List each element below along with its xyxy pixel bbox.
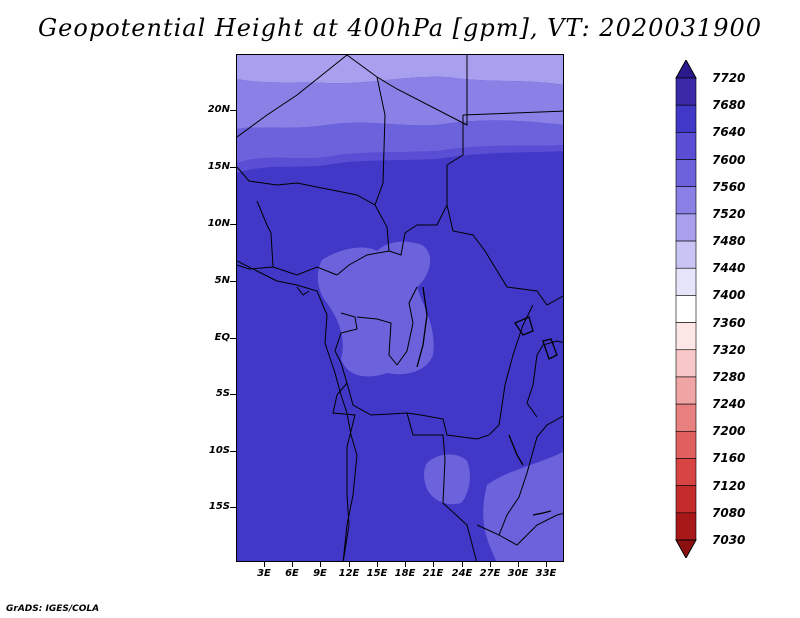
colorbar-label: 7640: [712, 125, 746, 140]
colorbar-label: 7030: [712, 533, 746, 547]
lat-label: 20N: [207, 104, 230, 115]
lat-tick: [230, 338, 236, 339]
lat-tick: [230, 451, 236, 452]
lat-label: 5N: [214, 275, 230, 286]
colorbar-swatch: [675, 77, 697, 106]
colorbar-label: 7600: [712, 152, 746, 167]
height-field: [237, 55, 563, 561]
colorbar-label: 7120: [712, 478, 746, 493]
lon-label: 27E: [479, 568, 501, 579]
lon-tick: [518, 562, 519, 567]
lon-label: 6E: [285, 568, 299, 579]
colorbar-swatch: [675, 213, 697, 242]
coastline: [237, 260, 358, 561]
country-borders: [237, 55, 563, 561]
lon-tick: [349, 562, 350, 567]
map-panel: [236, 54, 564, 562]
lon-label: 15E: [366, 568, 388, 579]
lat-label: EQ: [214, 332, 230, 343]
colorbar-swatch: [675, 322, 697, 351]
lat-tick: [230, 394, 236, 395]
lat-label: 15N: [207, 161, 230, 172]
colorbar-label: 7080: [712, 505, 746, 520]
lon-label: 12E: [338, 568, 360, 579]
colorbar-swatch: [675, 512, 697, 541]
lat-tick: [230, 110, 236, 111]
colorbar-swatch: [675, 267, 697, 296]
colorbar: [675, 60, 697, 558]
band-7600-north: [237, 120, 563, 163]
grads-credit: GrADS: IGES/COLA: [6, 604, 100, 614]
lon-label: 30E: [507, 568, 529, 579]
lat-tick: [230, 281, 236, 282]
lon-tick: [320, 562, 321, 567]
lon-tick: [462, 562, 463, 567]
colorbar-label: 7480: [712, 234, 746, 249]
colorbar-swatch: [675, 349, 697, 378]
lon-label: 24E: [451, 568, 473, 579]
band-central-patch: [317, 241, 434, 377]
colorbar-swatch: [675, 104, 697, 133]
colorbar-label: 7680: [712, 98, 746, 113]
colorbar-label: 7560: [712, 179, 746, 194]
lon-tick: [405, 562, 406, 567]
band-7640-north: [237, 145, 563, 173]
lat-tick: [230, 224, 236, 225]
colorbar-swatch: [675, 376, 697, 405]
lon-label: 21E: [422, 568, 444, 579]
lon-tick: [264, 562, 265, 567]
colorbar-swatch: [675, 458, 697, 486]
colorbar-swatch: [675, 240, 697, 269]
lon-tick: [490, 562, 491, 567]
band-south-patch: [424, 454, 470, 505]
colorbar-label: 7440: [712, 261, 746, 276]
lat-tick: [230, 167, 236, 168]
colorbar-label: 7200: [712, 424, 746, 439]
colorbar-arrow-bottom: [675, 539, 697, 558]
lat-tick: [230, 507, 236, 508]
lat-label: 5S: [215, 388, 230, 399]
lon-label: 9E: [313, 568, 327, 579]
lat-label: 10S: [208, 445, 230, 456]
lon-tick: [377, 562, 378, 567]
map-title: Geopotential Height at 400hPa [gpm], VT:…: [38, 14, 762, 42]
lon-tick: [433, 562, 434, 567]
colorbar-label: 7520: [712, 206, 746, 221]
lon-label: 33E: [535, 568, 557, 579]
lat-label: 10N: [207, 218, 230, 229]
colorbar-swatch: [675, 295, 697, 323]
colorbar-swatch: [675, 430, 697, 459]
colorbar-label: 7280: [712, 369, 746, 384]
lon-label: 18E: [394, 568, 416, 579]
lon-tick: [546, 562, 547, 567]
lon-label: 3E: [257, 568, 271, 579]
colorbar-swatch: [675, 186, 697, 215]
band-7560-north: [237, 76, 563, 129]
lat-label: 15S: [208, 501, 230, 512]
colorbar-label: 7240: [712, 397, 746, 412]
colorbar-swatch: [675, 485, 697, 514]
colorbar-label: 7160: [712, 451, 746, 466]
colorbar-swatch: [675, 403, 697, 432]
lakes: [416, 286, 558, 516]
lon-tick: [292, 562, 293, 567]
colorbar-label: 7320: [712, 342, 746, 357]
colorbar-arrow-top: [675, 60, 697, 79]
colorbar-swatch: [675, 159, 697, 188]
colorbar-label: 7360: [712, 315, 746, 330]
band-southeast-patch: [483, 451, 563, 561]
colorbar-label: 7720: [712, 71, 746, 85]
colorbar-label: 7400: [712, 288, 746, 303]
colorbar-swatch: [675, 132, 697, 160]
